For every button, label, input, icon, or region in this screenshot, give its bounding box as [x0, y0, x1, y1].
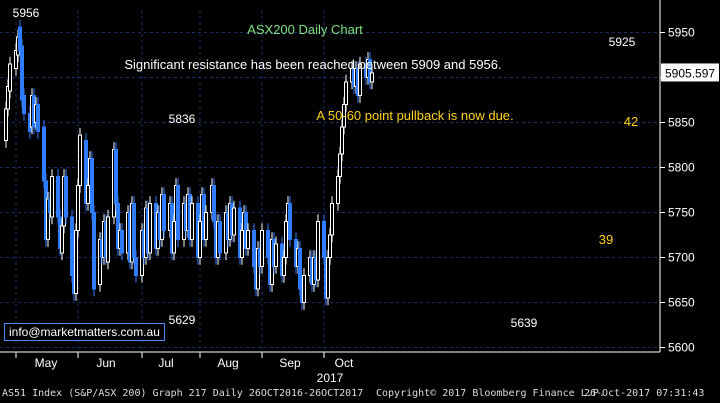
footer-copyright: Copyright© 2017 Bloomberg Finance L.P.: [376, 388, 605, 399]
last-price-label: 5905.597: [665, 66, 715, 80]
footer-bar: AS51 Index (S&P/ASX 200) Graph 217 Daily…: [0, 384, 720, 403]
x-tick-label-4: Sep: [279, 356, 301, 370]
candle-body-32: [92, 212, 96, 290]
candle-body-97: [274, 243, 278, 267]
level-label-5639: 5639: [511, 316, 538, 330]
candle-body-87: [246, 230, 250, 249]
x-tick-label-0: May: [35, 356, 58, 370]
candle-body-69: [198, 221, 202, 258]
candle-body-13: [42, 126, 46, 182]
candle-body-82: [232, 207, 236, 236]
candle-body-39: [114, 149, 118, 204]
candle-body-26: [76, 185, 80, 231]
candle-body-88: [252, 230, 256, 267]
candle-body-112: [316, 221, 320, 281]
candle-body-118: [336, 176, 340, 204]
x-tick-label-1: Jun: [96, 356, 115, 370]
candle-body-92: [260, 230, 264, 267]
candle-body-27: [78, 134, 82, 187]
level-label-5629: 5629: [169, 313, 196, 327]
candle-body-29: [86, 185, 90, 204]
y-tick-label-1: 5650: [668, 296, 695, 310]
x-tick-label-3: Aug: [217, 356, 238, 370]
candle-body-23: [70, 216, 74, 276]
candle-body-46: [132, 203, 136, 258]
candle-body-72: [204, 212, 208, 240]
candle-body-113: [322, 221, 326, 258]
y-tick-label-3: 5750: [668, 206, 695, 220]
level-label-5836: 5836: [169, 112, 196, 126]
candle-body-7: [22, 95, 26, 114]
level-label-5956: 5956: [13, 6, 40, 20]
y-tick-label-0: 5600: [668, 341, 695, 355]
candle-body-93: [266, 230, 270, 258]
candle-body-52: [148, 203, 152, 254]
candle-body-105: [298, 248, 302, 290]
candle-body-42: [120, 230, 124, 254]
candle-body-0: [4, 108, 8, 141]
candle-body-67: [190, 203, 194, 240]
candle-body-22: [64, 176, 68, 218]
candle-body-99: [282, 257, 286, 276]
candle-body-84: [240, 230, 244, 258]
y-tick-label-7: 5950: [668, 26, 695, 40]
x-tick-label-5: Oct: [335, 356, 354, 370]
footer-security: AS51 Index (S&P/ASX 200) Graph 217 Daily…: [2, 388, 364, 399]
y-tick-label-4: 5800: [668, 161, 695, 175]
x-year-label: 2017: [317, 371, 344, 384]
candle-body-60: [172, 221, 176, 254]
candle-body-17: [50, 176, 54, 218]
candle-body-25: [74, 230, 78, 294]
candle-body-116: [328, 234, 332, 258]
candle-body-20: [60, 225, 64, 254]
annotation-resistance: Significant resistance has been reached …: [124, 57, 501, 72]
candle-body-57: [162, 194, 166, 231]
chart-title: ASX200 Daily Chart: [247, 22, 363, 37]
candle-body-31: [90, 158, 94, 213]
candle-body-62: [176, 185, 180, 240]
last-price-box: [661, 63, 719, 82]
footer-timestamp: 26-Oct-2017 07:31:43: [584, 388, 705, 399]
candle-body-107: [302, 275, 306, 303]
candle-body-37: [106, 216, 110, 263]
candle-body-127: [358, 63, 362, 96]
candle-body-122: [344, 81, 348, 105]
count-label-39: 39: [599, 232, 613, 247]
candle-body-47: [134, 257, 138, 276]
email-label: info@marketmatters.com.au: [4, 323, 165, 341]
candle-body-119: [338, 153, 342, 177]
candle-body-117: [330, 203, 334, 236]
candle-body-12: [36, 104, 40, 132]
candle-body-2: [8, 63, 12, 92]
y-tick-label-5: 5850: [668, 116, 695, 130]
candle-body-74: [212, 185, 216, 222]
x-tick-label-2: Jul: [158, 356, 173, 370]
candle-body-120: [340, 126, 344, 155]
candle-body-18: [56, 176, 60, 218]
candle-body-77: [218, 221, 222, 254]
candle-body-131: [370, 72, 374, 83]
candle-body-115: [326, 257, 330, 299]
candle-body-102: [288, 203, 292, 240]
annotation-pullback: A 50-60 point pullback is now due.: [316, 108, 513, 123]
level-label-5925: 5925: [609, 35, 636, 49]
candle-body-100: [284, 221, 288, 258]
y-tick-label-2: 5700: [668, 251, 695, 265]
count-label-42: 42: [624, 114, 638, 129]
candle-body-6: [20, 45, 24, 101]
